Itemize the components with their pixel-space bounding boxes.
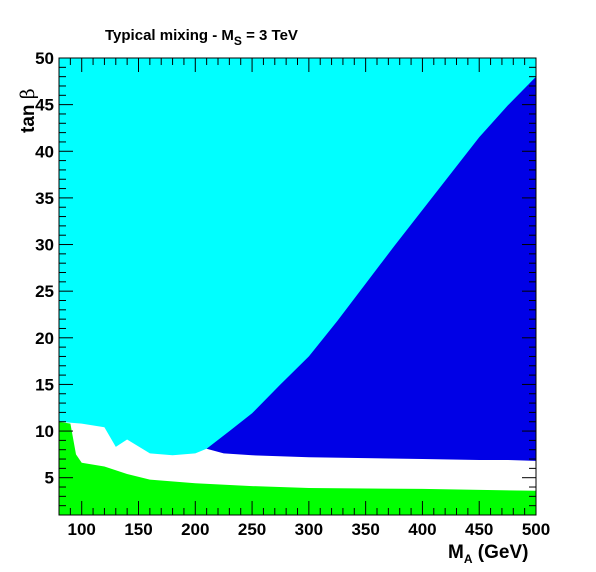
x-axis-label-main: M (448, 542, 464, 563)
y-tick-label: 10 (35, 422, 54, 441)
tick-labels: 100 150 200 250 300 350 400 450 500 5 10 15 20 25 30 35… (35, 49, 550, 539)
y-tick-label: 35 (35, 189, 54, 208)
y-axis-label-main: tan (18, 99, 39, 133)
x-tick-label: 500 (522, 520, 550, 539)
x-axis-label-subscript: A (464, 552, 473, 566)
y-tick-label: 50 (35, 49, 54, 68)
axis-ticks (58, 57, 537, 516)
x-axis-label: MA (GeV) (448, 542, 528, 566)
y-tick-label: 5 (45, 469, 54, 488)
green-region (59, 421, 536, 515)
chart-title-subscript: S (234, 34, 242, 48)
y-axis-label-symbol: β (17, 88, 39, 99)
y-tick-label: 20 (35, 329, 54, 348)
chart-title-prefix: Typical mixing - M (105, 27, 234, 44)
y-tick-label: 25 (35, 282, 54, 301)
plot-regions (59, 58, 536, 515)
x-tick-label: 400 (408, 520, 436, 539)
y-tick-label: 30 (35, 236, 54, 255)
x-axis-label-unit: (GeV) (473, 542, 529, 563)
x-tick-label: 200 (181, 520, 209, 539)
x-tick-label: 150 (124, 520, 152, 539)
y-tick-label: 15 (35, 375, 54, 394)
chart-title-suffix: = 3 TeV (242, 27, 298, 44)
chart-title: Typical mixing - MS = 3 TeV (105, 27, 298, 48)
y-tick-label: 45 (35, 96, 54, 115)
x-tick-label: 350 (351, 520, 379, 539)
x-tick-label: 250 (238, 520, 266, 539)
x-tick-label: 450 (465, 520, 493, 539)
x-tick-label: 100 (68, 520, 96, 539)
x-tick-label: 300 (295, 520, 323, 539)
y-tick-label: 40 (35, 142, 54, 161)
y-axis-label: tan β (17, 88, 39, 133)
blue-region (206, 76, 536, 461)
